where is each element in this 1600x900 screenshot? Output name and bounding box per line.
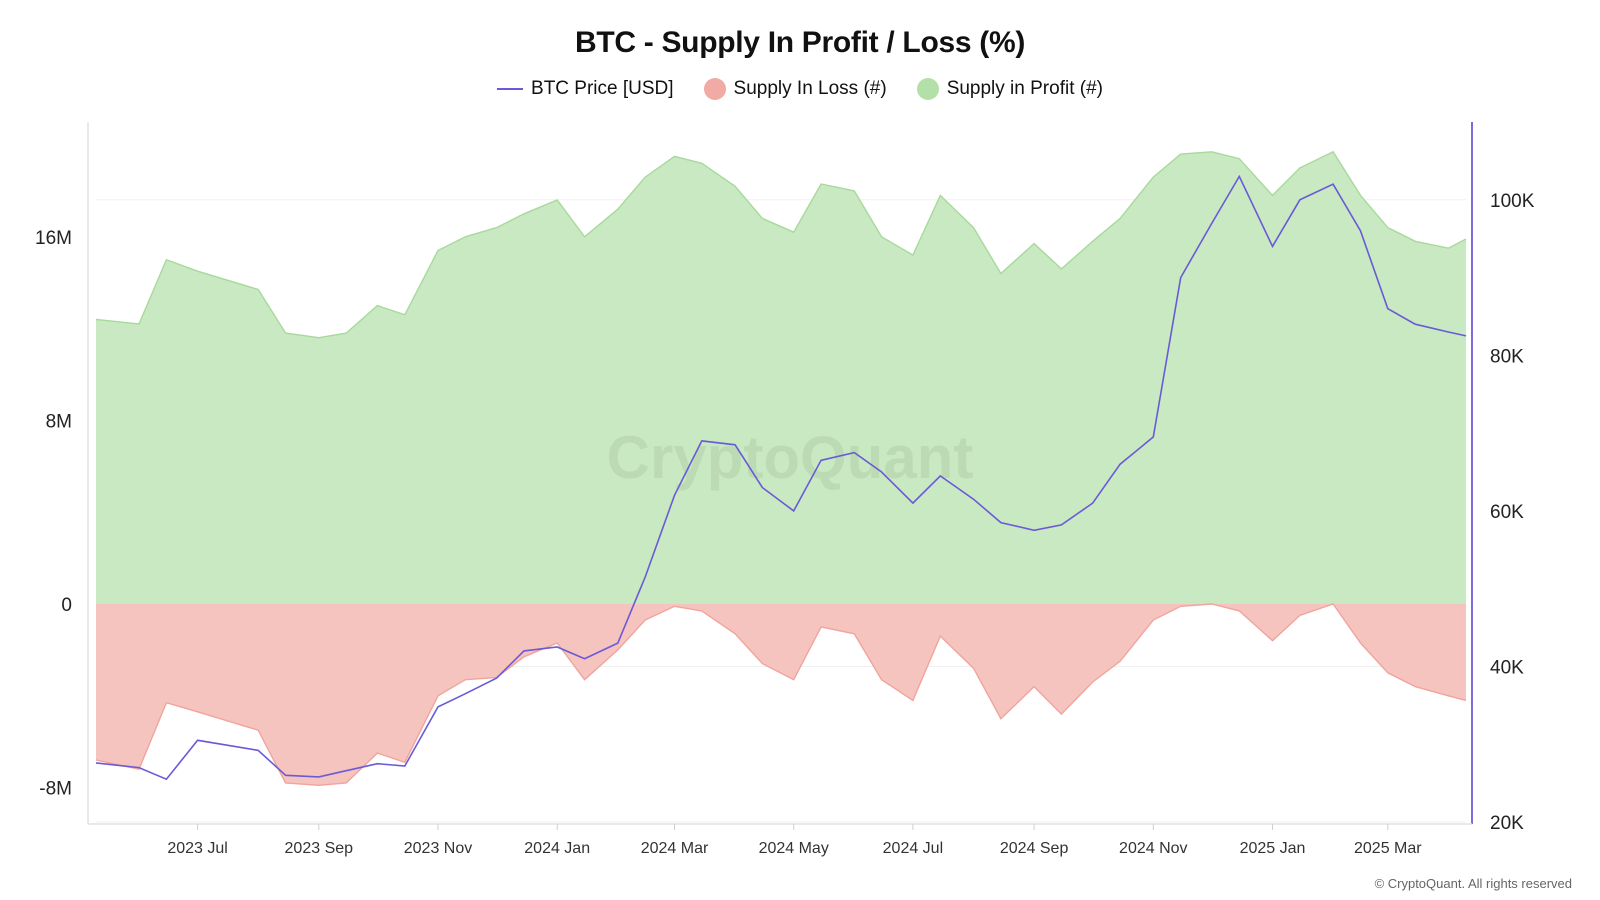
y-right-tick-label: 40K bbox=[1490, 657, 1524, 678]
x-tick-label: 2024 Jan bbox=[524, 840, 590, 857]
area-series bbox=[95, 150, 1467, 787]
legend-dot-swatch bbox=[703, 78, 726, 100]
supply-loss-edge bbox=[95, 603, 1467, 787]
chart-title: BTC - Supply In Profit / Loss (%) bbox=[574, 26, 1026, 59]
y-right-tick-label: 20K bbox=[1490, 813, 1524, 834]
legend-label-supply-loss: Supply In Loss (#) bbox=[733, 78, 887, 99]
x-tick-label: 2024 May bbox=[759, 840, 829, 857]
watermark: CryptoQuant bbox=[607, 424, 974, 491]
supply-profit-area bbox=[96, 151, 1466, 605]
copyright-notice: © CryptoQuant. All rights reserved bbox=[1374, 876, 1572, 891]
y-left-tick-label: 8M bbox=[46, 411, 72, 432]
legend-item-supply-profit[interactable]: Supply in Profit (#) bbox=[916, 78, 1103, 100]
x-tick-label: 2025 Mar bbox=[1354, 840, 1422, 857]
chart-legend: BTC Price [USD] Supply In Loss (#) Suppl… bbox=[0, 78, 1600, 100]
y-right-tick-label: 80K bbox=[1490, 346, 1524, 367]
y-right-tick-label: 60K bbox=[1490, 502, 1524, 523]
x-tick-label: 2024 Nov bbox=[1119, 840, 1188, 857]
y-left-tick-label: 0 bbox=[61, 595, 72, 616]
x-tick-label: 2023 Sep bbox=[285, 840, 354, 857]
supply-loss-area bbox=[96, 604, 1466, 786]
x-tick-label: 2024 Mar bbox=[641, 840, 709, 857]
legend-line-swatch bbox=[497, 88, 524, 90]
legend-item-supply-loss[interactable]: Supply In Loss (#) bbox=[703, 78, 887, 100]
line-series bbox=[95, 174, 1467, 781]
tick-labels: -8M 0 8M 16M 20K 40K 60K 80K 100K 2023 Jul 2023 Se… bbox=[35, 191, 1535, 857]
legend-label-btc-price: BTC Price [USD] bbox=[531, 78, 674, 99]
legend-item-btc-price[interactable]: BTC Price [USD] bbox=[497, 78, 674, 100]
y-left-tick-label: 16M bbox=[35, 228, 72, 249]
supply-profit-edge bbox=[95, 150, 1467, 339]
x-tick-label: 2023 Jul bbox=[167, 840, 228, 857]
x-tick-label: 2025 Jan bbox=[1240, 840, 1306, 857]
x-tick-label: 2024 Sep bbox=[1000, 840, 1069, 857]
x-tick-label: 2023 Nov bbox=[404, 840, 473, 857]
x-tick-label: 2024 Jul bbox=[883, 840, 944, 857]
y-left-tick-label: -8M bbox=[39, 779, 72, 800]
btc-price-line bbox=[95, 174, 1467, 781]
y-right-tick-label: 100K bbox=[1490, 191, 1535, 212]
legend-dot-swatch bbox=[916, 78, 939, 100]
legend-label-supply-profit: Supply in Profit (#) bbox=[946, 78, 1103, 99]
